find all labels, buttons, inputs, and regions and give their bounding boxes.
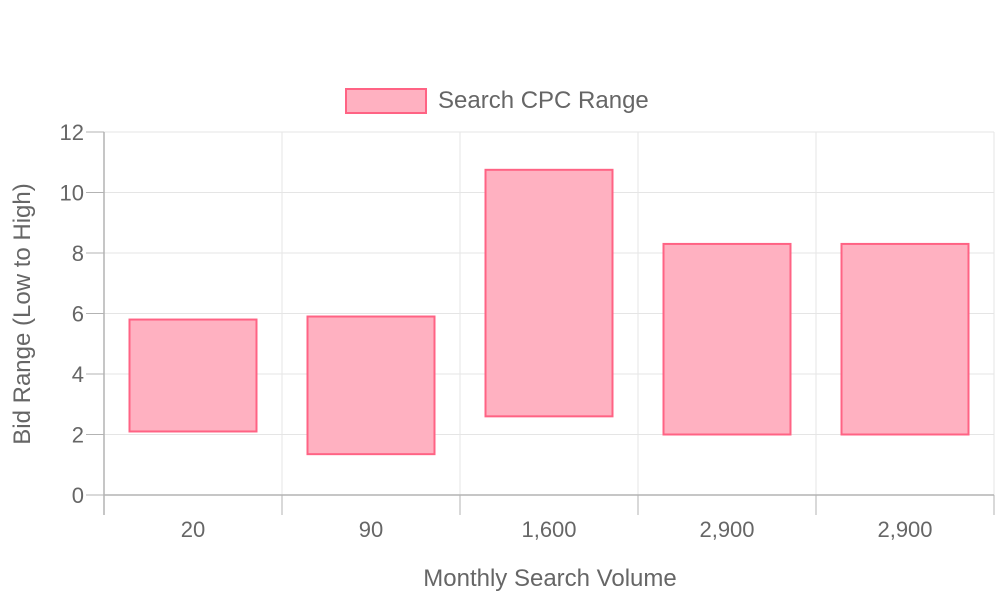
y-tick-label: 6 — [72, 302, 84, 327]
x-tick-label: 20 — [181, 517, 205, 542]
x-tick-label: 1,600 — [521, 517, 576, 542]
bar-range — [306, 315, 436, 456]
legend-label: Search CPC Range — [438, 87, 649, 114]
bar-range — [128, 318, 258, 433]
y-tick-label: 0 — [72, 483, 84, 508]
axes — [86, 131, 995, 515]
x-axis-title: Monthly Search Volume — [423, 565, 676, 592]
tick-labels: 0 2 4 6 8 10 12 20 90 1,600 2,900 2,900 — [60, 120, 933, 542]
y-tick-label: 10 — [60, 181, 84, 206]
y-axis-title: Bid Range (Low to High) — [9, 183, 36, 444]
x-tick-label: 90 — [359, 517, 383, 542]
bar-range — [484, 168, 614, 418]
x-tick-label: 2,900 — [699, 517, 754, 542]
y-tick-label: 2 — [72, 423, 84, 448]
x-tick-label: 2,900 — [877, 517, 932, 542]
legend: Search CPC Range — [345, 87, 649, 114]
y-tick-label: 12 — [60, 120, 84, 145]
y-tick-label: 4 — [72, 362, 84, 387]
bar-range — [840, 242, 970, 436]
bar-range — [662, 242, 792, 436]
bars — [128, 168, 970, 456]
legend-swatch — [345, 88, 427, 114]
y-tick-label: 8 — [72, 241, 84, 266]
